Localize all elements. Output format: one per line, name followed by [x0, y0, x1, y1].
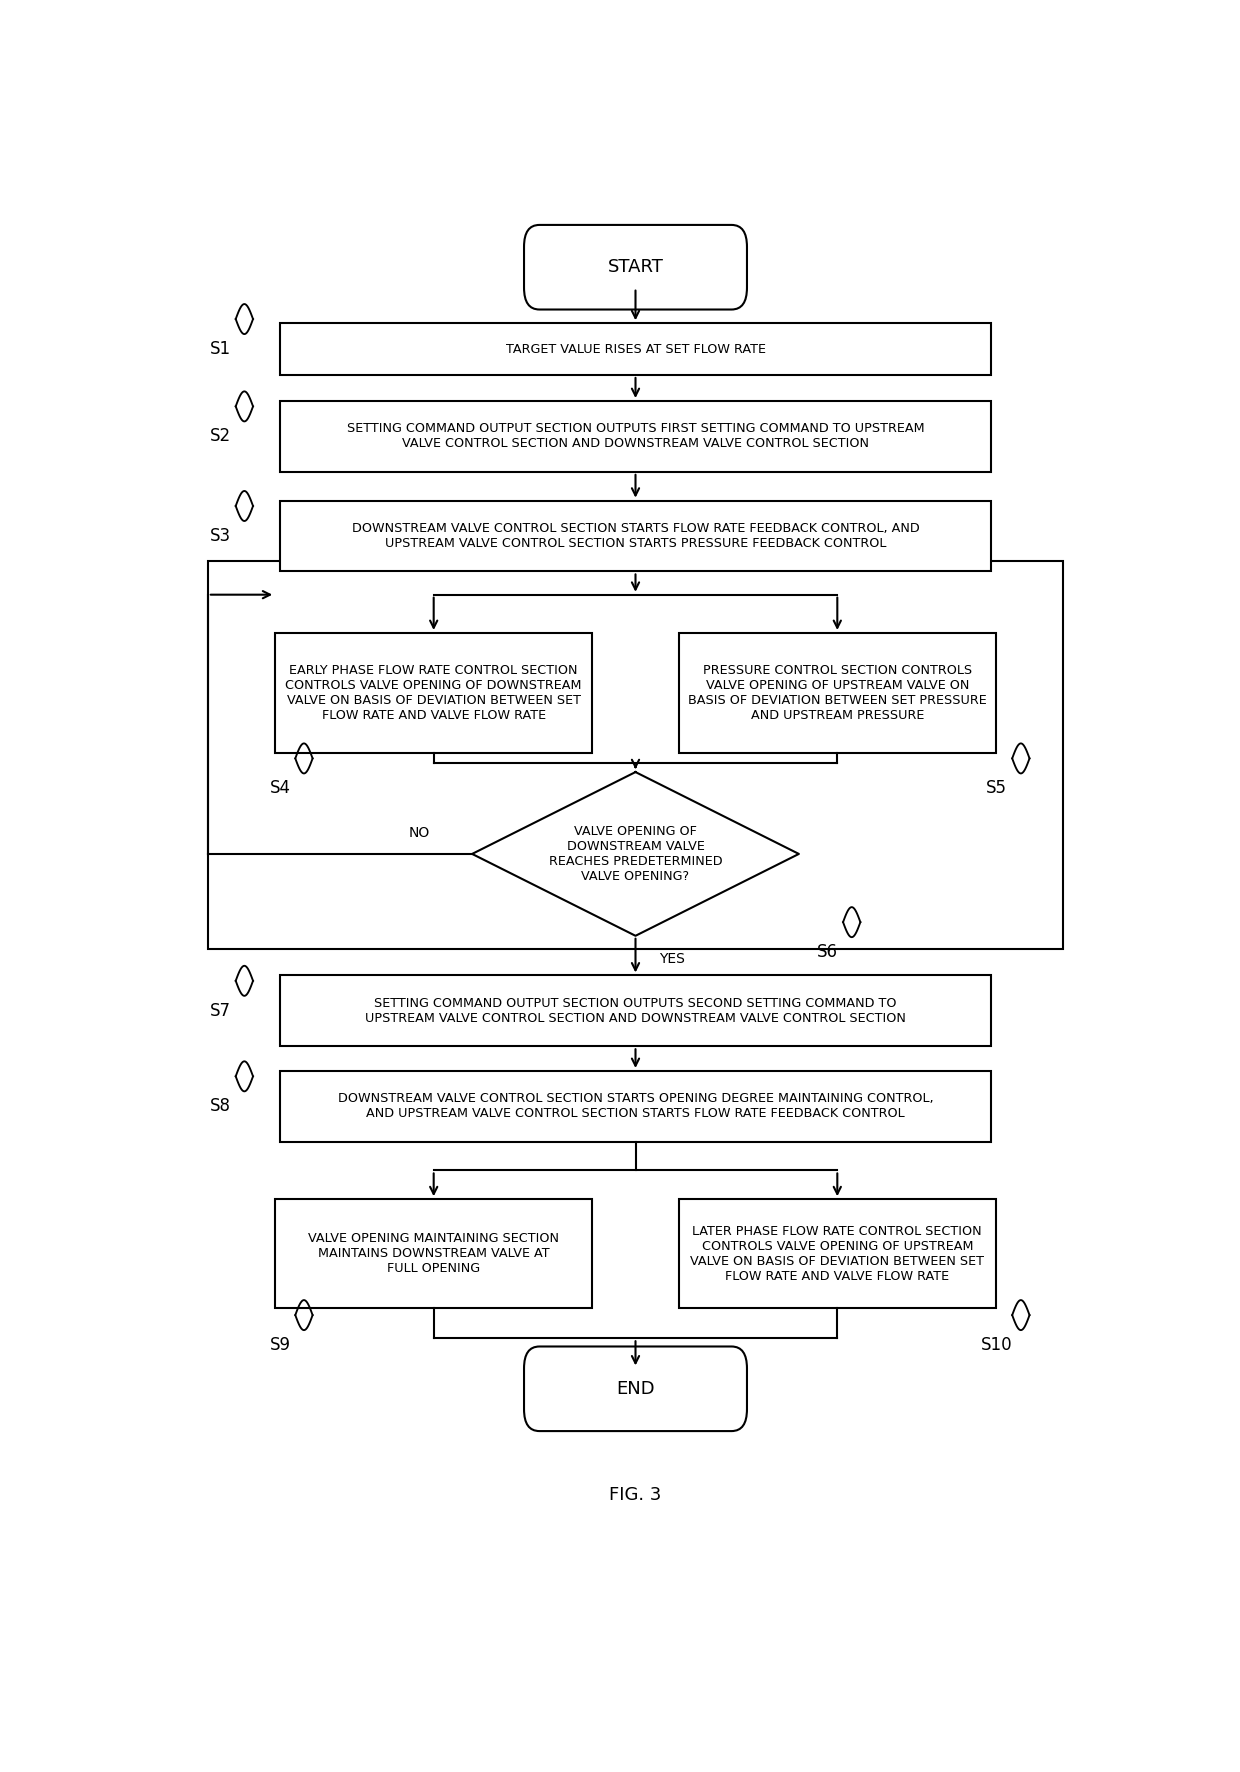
- FancyBboxPatch shape: [678, 1200, 996, 1308]
- Polygon shape: [472, 773, 799, 936]
- Text: S7: S7: [210, 1001, 231, 1021]
- FancyBboxPatch shape: [678, 633, 996, 753]
- Text: DOWNSTREAM VALVE CONTROL SECTION STARTS OPENING DEGREE MAINTAINING CONTROL,
AND : DOWNSTREAM VALVE CONTROL SECTION STARTS …: [337, 1092, 934, 1120]
- FancyBboxPatch shape: [280, 500, 991, 572]
- FancyBboxPatch shape: [275, 1200, 593, 1308]
- Text: TARGET VALUE RISES AT SET FLOW RATE: TARGET VALUE RISES AT SET FLOW RATE: [506, 342, 765, 356]
- Text: PRESSURE CONTROL SECTION CONTROLS
VALVE OPENING OF UPSTREAM VALVE ON
BASIS OF DE: PRESSURE CONTROL SECTION CONTROLS VALVE …: [688, 664, 987, 721]
- Text: S5: S5: [986, 780, 1007, 797]
- Text: YES: YES: [660, 952, 686, 966]
- Text: DOWNSTREAM VALVE CONTROL SECTION STARTS FLOW RATE FEEDBACK CONTROL, AND
UPSTREAM: DOWNSTREAM VALVE CONTROL SECTION STARTS …: [352, 523, 919, 549]
- Text: S2: S2: [210, 427, 231, 445]
- Text: S10: S10: [981, 1336, 1013, 1354]
- Text: S6: S6: [817, 943, 838, 960]
- Text: S8: S8: [210, 1097, 231, 1115]
- Text: EARLY PHASE FLOW RATE CONTROL SECTION
CONTROLS VALVE OPENING OF DOWNSTREAM
VALVE: EARLY PHASE FLOW RATE CONTROL SECTION CO…: [285, 664, 582, 721]
- Text: SETTING COMMAND OUTPUT SECTION OUTPUTS SECOND SETTING COMMAND TO
UPSTREAM VALVE : SETTING COMMAND OUTPUT SECTION OUTPUTS S…: [365, 998, 906, 1024]
- FancyBboxPatch shape: [280, 323, 991, 376]
- FancyBboxPatch shape: [525, 1347, 746, 1432]
- Text: END: END: [616, 1380, 655, 1398]
- Text: NO: NO: [409, 826, 430, 840]
- FancyBboxPatch shape: [525, 225, 746, 310]
- Text: S3: S3: [210, 526, 231, 546]
- FancyBboxPatch shape: [275, 633, 593, 753]
- Text: S1: S1: [210, 340, 231, 358]
- Text: LATER PHASE FLOW RATE CONTROL SECTION
CONTROLS VALVE OPENING OF UPSTREAM
VALVE O: LATER PHASE FLOW RATE CONTROL SECTION CO…: [691, 1224, 985, 1283]
- Text: FIG. 3: FIG. 3: [609, 1487, 662, 1504]
- Text: START: START: [608, 259, 663, 276]
- FancyBboxPatch shape: [280, 1070, 991, 1141]
- Text: VALVE OPENING MAINTAINING SECTION
MAINTAINS DOWNSTREAM VALVE AT
FULL OPENING: VALVE OPENING MAINTAINING SECTION MAINTA…: [309, 1232, 559, 1276]
- FancyBboxPatch shape: [280, 975, 991, 1045]
- Text: VALVE OPENING OF
DOWNSTREAM VALVE
REACHES PREDETERMINED
VALVE OPENING?: VALVE OPENING OF DOWNSTREAM VALVE REACHE…: [548, 826, 723, 882]
- Text: S4: S4: [269, 780, 290, 797]
- Text: S9: S9: [269, 1336, 290, 1354]
- Text: SETTING COMMAND OUTPUT SECTION OUTPUTS FIRST SETTING COMMAND TO UPSTREAM
VALVE C: SETTING COMMAND OUTPUT SECTION OUTPUTS F…: [347, 422, 924, 450]
- FancyBboxPatch shape: [280, 400, 991, 471]
